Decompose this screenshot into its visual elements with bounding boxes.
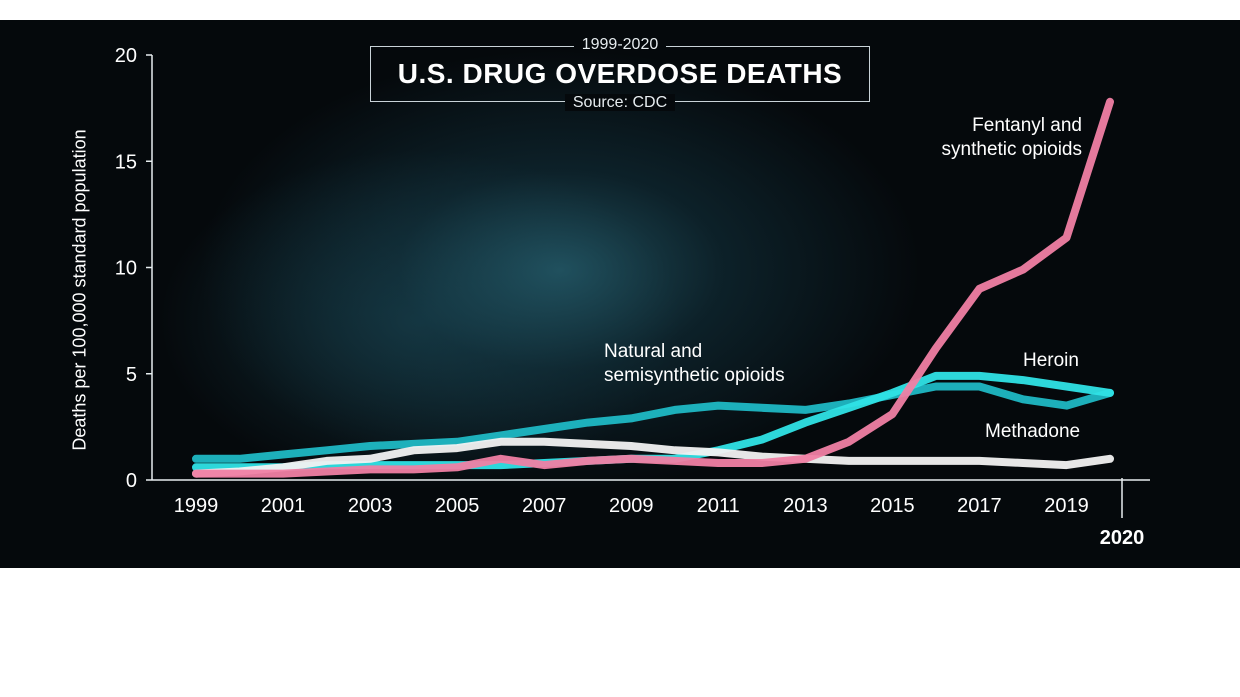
y-tick-label-5: 5 (126, 364, 137, 386)
x-tick-label-1999: 1999 (174, 495, 219, 517)
x-tick-label-2015: 2015 (870, 495, 915, 517)
label-methadone: Methadone (985, 420, 1080, 444)
x-tick-label-2017: 2017 (957, 495, 1002, 517)
series-natural-semisynthetic-line (192, 382, 1114, 463)
chart-panel: 0 5 10 15 20 1999 2001 2003 2005 2007 2009 2011 2013… (0, 20, 1240, 568)
label-natural-semisynthetic: Natural and semisynthetic opioids (604, 340, 785, 388)
label-fentanyl: Fentanyl and synthetic opioids (880, 114, 1082, 162)
label-natural-line-2: semisynthetic opioids (604, 365, 785, 386)
y-tick-label-0: 0 (126, 470, 137, 492)
chart-subtitle: 1999-2020 (0, 36, 1240, 54)
chart-title: U.S. DRUG OVERDOSE DEATHS (397, 58, 843, 89)
label-fentanyl-line-1: Fentanyl and (972, 115, 1082, 136)
source-text: Source: CDC (564, 94, 676, 111)
x-tick-label-2003: 2003 (348, 495, 393, 517)
chart-source: Source: CDC (0, 94, 1240, 112)
x-tick-label-2011: 2011 (697, 495, 740, 517)
x-tick-label-2007: 2007 (522, 495, 567, 517)
y-axis-label-text: Deaths per 100,000 standard population (69, 129, 90, 451)
label-methadone-text: Methadone (985, 421, 1081, 442)
series-methadone-line (192, 437, 1114, 478)
x-tick-label-2001: 2001 (261, 495, 306, 517)
label-heroin-text: Heroin (1023, 350, 1079, 371)
line-chart: 0 5 10 15 20 1999 2001 2003 2005 2007 2009 2011 2013… (115, 45, 1150, 549)
y-tick-label-15: 15 (115, 151, 137, 173)
label-fentanyl-line-2: synthetic opioids (941, 139, 1082, 160)
y-tick-label-10: 10 (115, 258, 137, 280)
label-natural-line-1: Natural and (604, 341, 703, 362)
x-tick-label-2013: 2013 (783, 495, 828, 517)
subtitle-text: 1999-2020 (573, 36, 667, 53)
x-tick-label-2005: 2005 (435, 495, 480, 517)
x-tick-label-2019: 2019 (1044, 495, 1089, 517)
x-tick-label-2009: 2009 (609, 495, 654, 517)
series-fentanyl-line (192, 97, 1114, 478)
y-tick-label-20: 20 (115, 45, 137, 67)
x-tick-label-2020: 2020 (1100, 527, 1145, 549)
label-heroin: Heroin (1023, 349, 1079, 373)
